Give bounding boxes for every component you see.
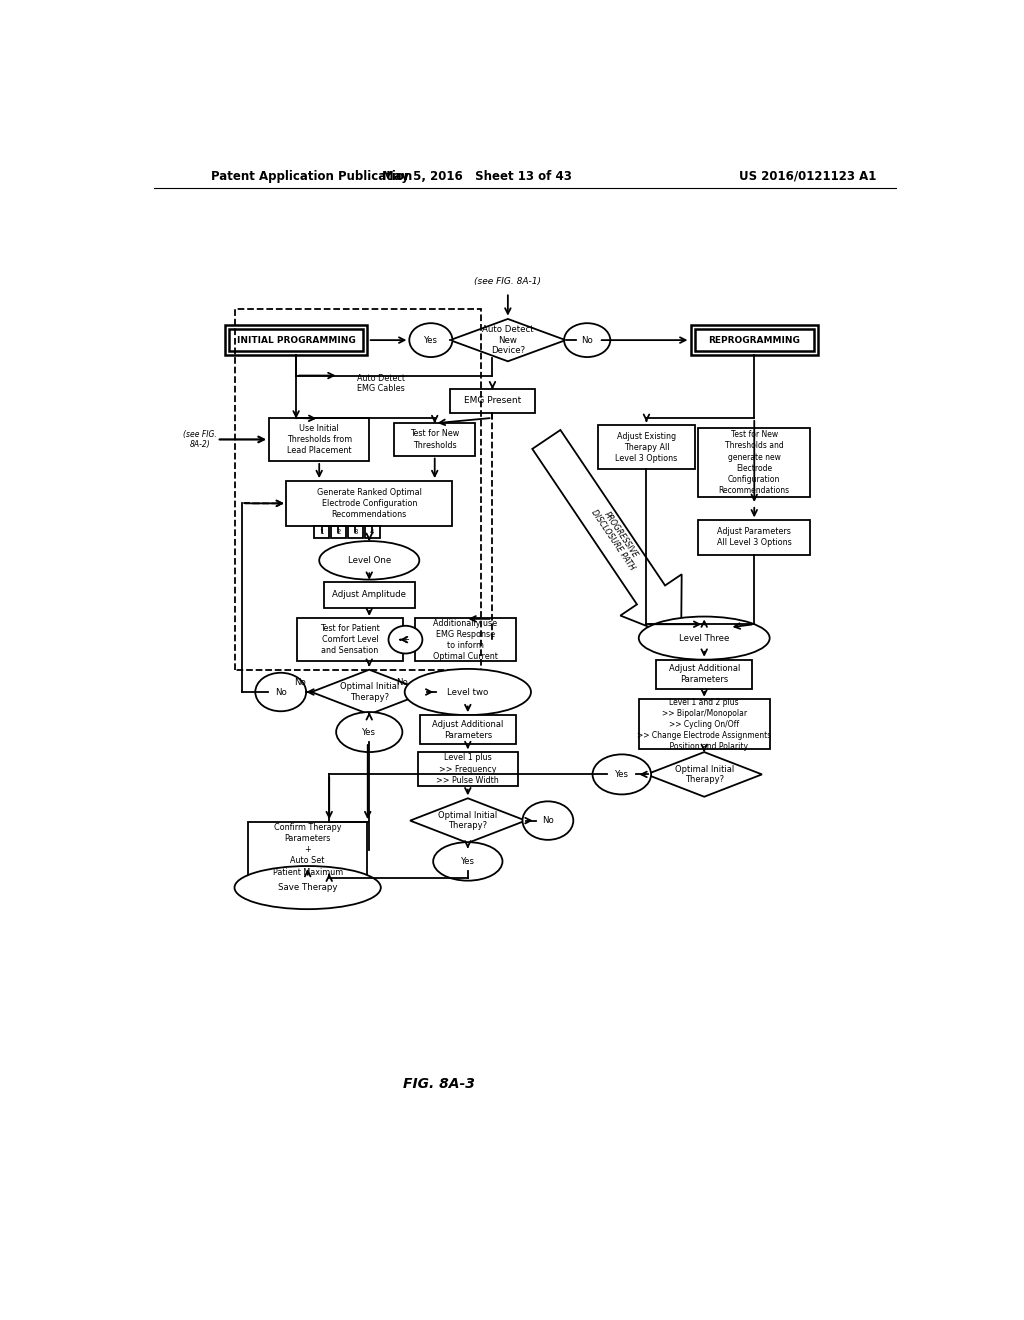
Text: Adjust Existing
Therapy All
Level 3 Options: Adjust Existing Therapy All Level 3 Opti… [615, 432, 678, 463]
Polygon shape [410, 799, 525, 843]
Text: Generate Ranked Optimal
Electrode Configuration
Recommendations: Generate Ranked Optimal Electrode Config… [316, 488, 422, 519]
Text: Additionally use
EMG Response
to inform
Optimal Current: Additionally use EMG Response to inform … [433, 619, 498, 661]
Bar [348, 525, 362, 539]
Bar [331, 525, 346, 539]
Polygon shape [311, 669, 427, 714]
Text: No: No [542, 816, 554, 825]
Ellipse shape [336, 711, 402, 752]
Bar [698, 428, 810, 498]
Ellipse shape [410, 323, 453, 358]
Text: INITIAL PROGRAMMING: INITIAL PROGRAMMING [237, 335, 355, 345]
Text: 4: 4 [370, 529, 375, 535]
Text: Yes: Yes [362, 727, 376, 737]
Polygon shape [451, 319, 565, 362]
Ellipse shape [522, 801, 573, 840]
Text: May 5, 2016   Sheet 13 of 43: May 5, 2016 Sheet 13 of 43 [382, 169, 572, 182]
Text: Level 1 and 2 plus
>> Bipolar/Monopolar
>> Cycling On/Off
>> Change Electrode As: Level 1 and 2 plus >> Bipolar/Monopolar … [637, 698, 771, 751]
Text: REPROGRAMMING: REPROGRAMMING [709, 335, 800, 345]
Text: No: No [274, 688, 287, 697]
Text: Adjust Amplitude: Adjust Amplitude [332, 590, 407, 599]
Text: Adjust Parameters
All Level 3 Options: Adjust Parameters All Level 3 Options [717, 527, 792, 548]
Ellipse shape [255, 673, 306, 711]
Bar [420, 715, 516, 744]
Text: Yes: Yes [614, 770, 629, 779]
Text: Adjust Additional
Parameters: Adjust Additional Parameters [432, 719, 504, 739]
Text: Level 1 plus
>> Frequency
>> Pulse Width: Level 1 plus >> Frequency >> Pulse Width [436, 754, 499, 784]
Ellipse shape [404, 669, 531, 715]
Bar [418, 751, 518, 787]
Text: +: + [401, 635, 410, 644]
Ellipse shape [234, 866, 381, 909]
Bar [297, 619, 403, 661]
Text: Auto Detect
EMG Cables: Auto Detect EMG Cables [356, 374, 404, 393]
Text: Optimal Initial
Therapy?: Optimal Initial Therapy? [675, 764, 734, 784]
Bar [639, 700, 770, 750]
Text: US 2016/0121123 A1: US 2016/0121123 A1 [739, 169, 877, 182]
Text: Optimal Initial
Therapy?: Optimal Initial Therapy? [438, 810, 498, 830]
Ellipse shape [564, 323, 610, 358]
Text: Confirm Therapy
Parameters
+
Auto Set
Patient Maximum: Confirm Therapy Parameters + Auto Set Pa… [272, 824, 343, 876]
Ellipse shape [639, 616, 770, 660]
Text: (see FIG.
8A-2): (see FIG. 8A-2) [183, 430, 217, 449]
Text: FIG. 8A-3: FIG. 8A-3 [402, 1077, 474, 1090]
Polygon shape [532, 430, 682, 640]
Text: No: No [582, 335, 593, 345]
Bar [228, 330, 364, 351]
Ellipse shape [319, 541, 419, 579]
Bar [656, 660, 753, 689]
Bar [451, 389, 535, 413]
Text: Adjust Additional
Parameters: Adjust Additional Parameters [669, 664, 740, 684]
Bar [394, 424, 475, 455]
Ellipse shape [593, 755, 651, 795]
Polygon shape [646, 752, 762, 797]
Text: Test for Patient
Comfort Level
and Sensation: Test for Patient Comfort Level and Sensa… [321, 624, 380, 655]
Text: PROGRESSIVE
DISCLOSURE PATH: PROGRESSIVE DISCLOSURE PATH [589, 503, 645, 572]
Text: No: No [294, 678, 306, 688]
Bar [416, 619, 515, 661]
Ellipse shape [433, 842, 503, 880]
Bar [365, 525, 380, 539]
Text: Auto Detect
New
Device?: Auto Detect New Device? [482, 325, 534, 355]
Text: (see FIG. 8A-1): (see FIG. 8A-1) [474, 277, 542, 286]
Text: 1: 1 [319, 529, 324, 535]
Bar [694, 330, 814, 351]
Ellipse shape [388, 626, 422, 653]
Text: Patent Application Publication: Patent Application Publication [211, 169, 413, 182]
Text: Level two: Level two [447, 688, 488, 697]
Bar [698, 520, 810, 554]
Bar [248, 822, 368, 878]
Text: EMG Present: EMG Present [464, 396, 521, 405]
Text: Test for New
Thresholds and
generate new
Electrode
Configuration
Recommendations: Test for New Thresholds and generate new… [719, 430, 790, 495]
Text: Yes: Yes [424, 335, 438, 345]
Text: Level One: Level One [347, 556, 391, 565]
Bar [324, 582, 415, 607]
Text: Level Three: Level Three [679, 634, 729, 643]
Text: Optimal Initial
Therapy?: Optimal Initial Therapy? [340, 682, 399, 702]
Bar [691, 326, 818, 355]
Bar [269, 418, 370, 461]
Text: Save Therapy: Save Therapy [278, 883, 338, 892]
Bar [314, 525, 329, 539]
Text: 2: 2 [336, 529, 341, 535]
Text: Test for New
Thresholds: Test for New Thresholds [410, 429, 460, 450]
Bar [287, 480, 452, 525]
Text: Use Initial
Thresholds from
Lead Placement: Use Initial Thresholds from Lead Placeme… [287, 424, 352, 455]
Bar [225, 326, 368, 355]
Bar [598, 425, 694, 470]
Text: 3: 3 [353, 529, 357, 535]
Text: No: No [395, 678, 408, 688]
Text: Yes: Yes [461, 857, 475, 866]
